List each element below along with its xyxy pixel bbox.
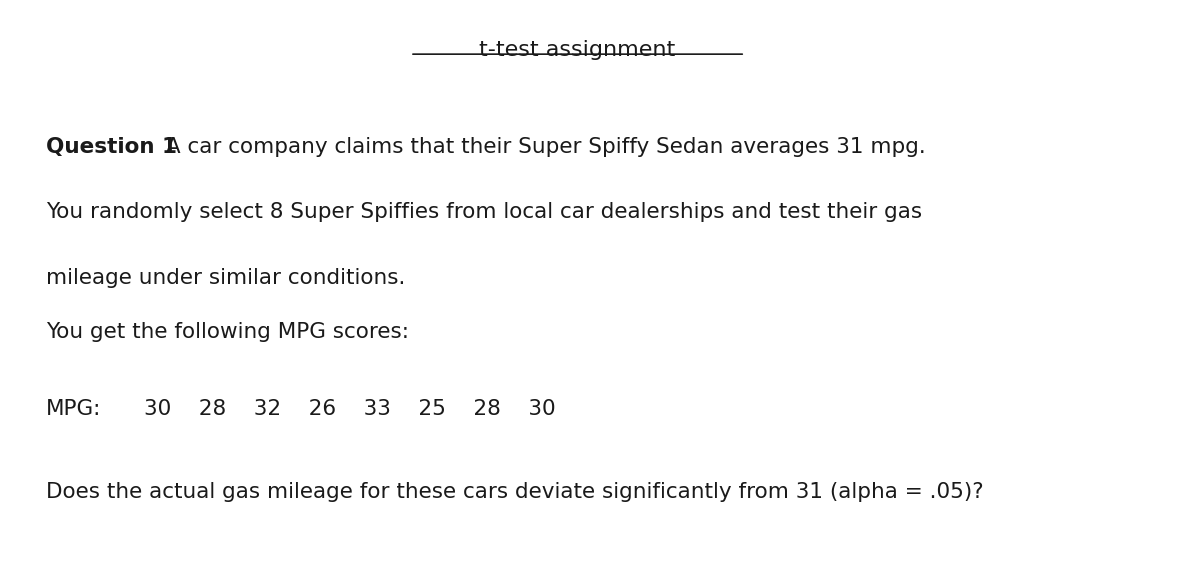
Text: You get the following MPG scores:: You get the following MPG scores: bbox=[47, 322, 409, 342]
Text: t-test assignment: t-test assignment bbox=[480, 40, 676, 60]
Text: mileage under similar conditions.: mileage under similar conditions. bbox=[47, 268, 406, 288]
Text: Does the actual gas mileage for these cars deviate significantly from 31 (alpha : Does the actual gas mileage for these ca… bbox=[47, 482, 984, 502]
Text: Question 1: Question 1 bbox=[47, 137, 178, 157]
Text: A car company claims that their Super Spiffy Sedan averages 31 mpg.: A car company claims that their Super Sp… bbox=[160, 137, 926, 157]
Text: You randomly select 8 Super Spiffies from local car dealerships and test their g: You randomly select 8 Super Spiffies fro… bbox=[47, 202, 923, 222]
Text: 30    28    32    26    33    25    28    30: 30 28 32 26 33 25 28 30 bbox=[144, 399, 556, 419]
Text: MPG:: MPG: bbox=[47, 399, 102, 419]
